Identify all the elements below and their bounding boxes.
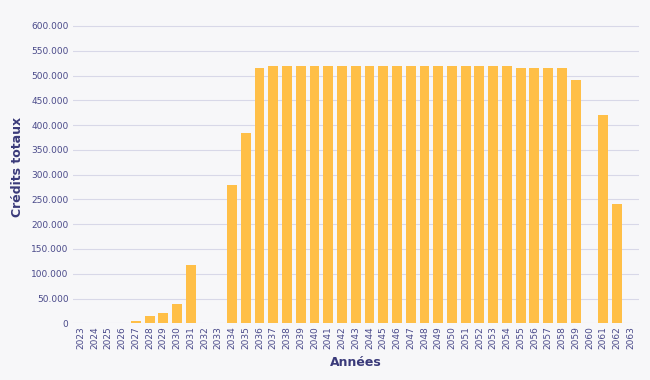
Bar <box>419 66 430 323</box>
Bar <box>268 66 278 323</box>
Bar <box>557 68 567 323</box>
Y-axis label: Crédits totaux: Crédits totaux <box>11 117 24 217</box>
Bar <box>488 66 498 323</box>
Bar <box>144 316 155 323</box>
Bar <box>323 66 333 323</box>
Bar <box>543 68 553 323</box>
Bar <box>461 66 471 323</box>
Bar <box>515 68 526 323</box>
Bar <box>227 185 237 323</box>
Bar <box>351 66 361 323</box>
Bar <box>447 66 457 323</box>
Bar <box>434 66 443 323</box>
Bar <box>337 66 347 323</box>
Bar <box>474 66 484 323</box>
Bar <box>186 265 196 323</box>
Bar <box>255 68 265 323</box>
Bar <box>172 304 182 323</box>
Bar <box>241 133 251 323</box>
Bar <box>502 66 512 323</box>
Bar <box>392 66 402 323</box>
Bar <box>612 204 622 323</box>
Bar <box>159 314 168 323</box>
Bar <box>309 66 319 323</box>
Bar <box>131 321 141 323</box>
Bar <box>571 81 580 323</box>
Bar <box>365 66 374 323</box>
Bar <box>378 66 388 323</box>
Bar <box>530 68 540 323</box>
Bar <box>598 115 608 323</box>
Bar <box>406 66 415 323</box>
X-axis label: Années: Années <box>330 356 382 369</box>
Bar <box>282 66 292 323</box>
Bar <box>296 66 306 323</box>
